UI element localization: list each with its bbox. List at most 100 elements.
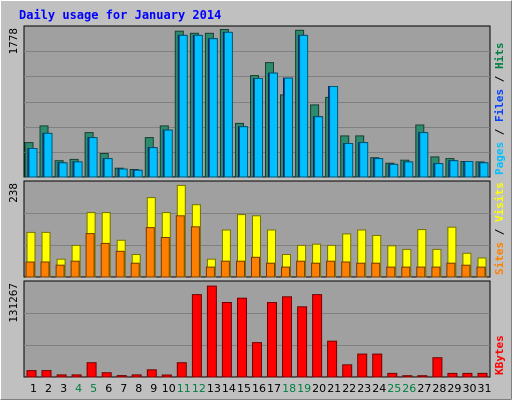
bar-sites-day-24: [371, 262, 381, 278]
bar-kbytes-day-1: [26, 370, 37, 378]
bar-pages-day-27: [419, 132, 429, 178]
bar-kbytes-day-15: [237, 297, 247, 378]
x-tick-label-day-19: 19: [297, 382, 311, 395]
bar-sites-day-4: [70, 260, 80, 278]
x-tick-label-day-4: 4: [75, 382, 82, 395]
bar-sites-day-25: [386, 266, 396, 278]
bar-kbytes-day-9: [146, 369, 157, 378]
bar-sites-day-17: [266, 262, 275, 278]
bar-kbytes-day-28: [432, 357, 443, 378]
series-label-part: /: [493, 69, 506, 89]
x-tick-label-day-20: 20: [312, 382, 326, 395]
bar-kbytes-day-22: [342, 364, 353, 378]
bar-kbytes-day-29: [447, 372, 458, 378]
bar-kbytes-day-12: [191, 294, 202, 378]
bar-kbytes-day-24: [372, 353, 383, 378]
bar-sites-day-1: [25, 261, 35, 278]
bar-pages-day-7: [118, 168, 128, 178]
bar-pages-day-4: [73, 161, 83, 178]
series-label-part: Files: [493, 89, 506, 122]
bar-pages-day-1: [28, 148, 38, 178]
bar-pages-day-14: [223, 31, 233, 178]
bar-kbytes-day-25: [387, 372, 398, 378]
bar-pages-day-11: [178, 34, 188, 178]
bar-pages-day-6: [103, 158, 113, 178]
bar-sites-day-30: [461, 264, 471, 278]
bar-sites-day-13: [205, 266, 215, 278]
bar-kbytes-day-2: [41, 370, 52, 378]
y-max-label-sites-visits: 238: [7, 183, 20, 203]
x-tick-label-day-8: 8: [135, 382, 142, 395]
bar-sites-day-31: [476, 266, 486, 278]
x-tick-label-day-29: 29: [447, 382, 461, 395]
bar-pages-day-26: [404, 161, 414, 178]
bar-kbytes-day-7: [116, 375, 127, 378]
x-tick-label-day-13: 13: [207, 382, 221, 395]
bar-sites-day-12: [190, 226, 200, 278]
bar-kbytes-day-6: [101, 372, 112, 378]
series-label-part: Visits: [493, 182, 506, 222]
bar-pages-day-15: [239, 126, 248, 178]
y-max-label-pages-files-hits: 1778: [7, 28, 20, 55]
series-label-part: Hits: [493, 43, 506, 70]
bar-pages-day-18: [284, 77, 293, 178]
x-tick-label-day-12: 12: [192, 382, 206, 395]
x-tick-label-day-22: 22: [342, 382, 356, 395]
bar-kbytes-day-21: [327, 340, 338, 378]
x-tick-label-day-1: 1: [30, 382, 37, 395]
bar-pages-day-8: [133, 169, 143, 178]
series-label-kbytes: KBytes: [493, 335, 506, 375]
x-tick-label-day-15: 15: [237, 382, 251, 395]
series-label-part: Pages: [493, 142, 506, 175]
x-tick-label-day-23: 23: [357, 382, 371, 395]
bar-kbytes-day-16: [252, 342, 262, 378]
bar-sites-day-19: [296, 260, 306, 278]
chart-title: Daily usage for January 2014: [19, 8, 221, 22]
series-label-part: /: [493, 222, 506, 242]
bar-pages-day-17: [269, 72, 278, 178]
bar-sites-day-11: [175, 215, 185, 278]
bar-sites-day-29: [446, 262, 456, 278]
bar-kbytes-day-20: [312, 294, 323, 378]
bar-kbytes-day-8: [131, 374, 142, 378]
bar-pages-day-23: [359, 142, 369, 178]
x-tick-label-day-11: 11: [177, 382, 191, 395]
x-tick-label-day-3: 3: [60, 382, 67, 395]
x-tick-label-day-21: 21: [327, 382, 341, 395]
bar-pages-day-25: [389, 163, 399, 178]
bar-sites-day-14: [220, 260, 230, 278]
series-label-part: KBytes: [493, 335, 506, 375]
bar-kbytes-day-5: [86, 362, 97, 378]
bar-sites-day-23: [356, 262, 366, 278]
y-max-label-kbytes: 131267: [7, 283, 20, 323]
series-label-part: Sites: [493, 242, 506, 275]
bar-pages-day-24: [374, 158, 384, 178]
bar-pages-day-12: [193, 34, 203, 178]
x-tick-label-day-24: 24: [372, 382, 386, 395]
x-tick-label-day-18: 18: [282, 382, 296, 395]
bar-sites-day-3: [55, 264, 65, 278]
bar-sites-day-28: [431, 266, 441, 278]
x-tick-label-day-5: 5: [90, 382, 97, 395]
bar-pages-day-28: [434, 163, 444, 178]
bar-pages-day-9: [148, 147, 158, 178]
x-tick-label-day-25: 25: [387, 382, 401, 395]
bar-sites-day-2: [40, 261, 50, 278]
bar-pages-day-29: [449, 160, 459, 178]
bar-kbytes-day-27: [417, 375, 428, 378]
bar-sites-day-20: [311, 262, 321, 278]
bar-sites-day-15: [236, 260, 245, 278]
bar-sites-day-6: [100, 242, 110, 278]
bar-sites-day-27: [416, 266, 426, 278]
bar-sites-day-22: [341, 261, 351, 278]
bar-kbytes-day-3: [56, 374, 67, 378]
bar-pages-day-30: [464, 161, 474, 178]
x-tick-label-day-6: 6: [105, 382, 112, 395]
x-tick-label-day-7: 7: [120, 382, 127, 395]
bar-kbytes-day-4: [71, 374, 82, 378]
bar-pages-day-19: [299, 34, 309, 178]
bar-kbytes-day-14: [221, 302, 232, 378]
bar-kbytes-day-31: [477, 372, 488, 378]
bar-pages-day-10: [163, 129, 173, 178]
bar-kbytes-day-17: [267, 302, 277, 378]
